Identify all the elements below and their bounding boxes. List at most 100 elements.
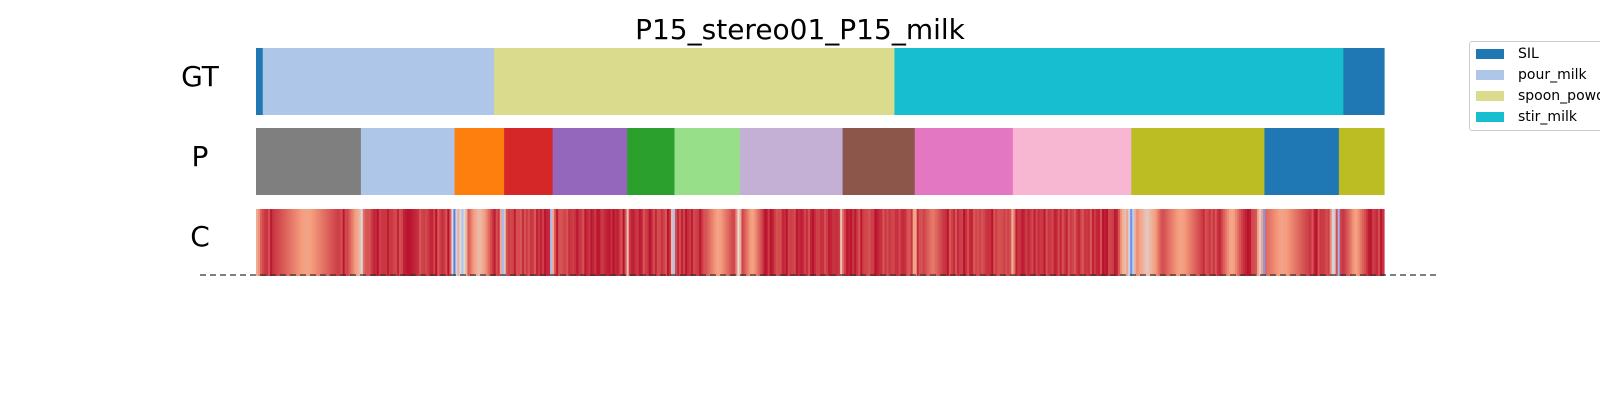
confidence-cell	[374, 209, 378, 276]
confidence-cell	[407, 209, 410, 276]
confidence-cell	[1200, 209, 1204, 276]
confidence-cell	[648, 209, 652, 276]
confidence-cell	[767, 209, 771, 276]
confidence-cell	[1083, 209, 1087, 276]
confidence-cell	[650, 209, 654, 276]
pred-segment-9	[914, 128, 1014, 195]
confidence-cell	[443, 209, 446, 276]
confidence-cell	[878, 209, 882, 276]
confidence-cell	[961, 209, 964, 276]
confidence-cell	[765, 209, 769, 276]
confidence-cell	[332, 209, 336, 276]
confidence-cell	[948, 209, 952, 276]
confidence-cell	[574, 209, 577, 276]
confidence-cell	[1178, 209, 1182, 276]
confidence-cell	[719, 209, 722, 276]
confidence-cell	[330, 209, 334, 276]
confidence-cell	[1102, 209, 1105, 276]
confidence-cell	[930, 209, 934, 276]
confidence-cell	[278, 209, 281, 276]
confidence-cell	[840, 209, 843, 276]
confidence-cell	[896, 209, 900, 276]
confidence-cell	[260, 209, 263, 276]
confidence-cell	[1077, 209, 1081, 276]
confidence-cell	[463, 209, 467, 276]
confidence-cell	[705, 209, 708, 276]
confidence-cell	[1158, 209, 1162, 276]
confidence-cell	[807, 209, 811, 276]
confidence-cell	[1148, 209, 1151, 276]
confidence-cell	[685, 209, 688, 276]
confidence-cell	[554, 209, 557, 276]
confidence-cell	[654, 209, 658, 276]
confidence-cell	[662, 209, 666, 276]
confidence-cell	[320, 209, 324, 276]
confidence-cell	[1194, 209, 1198, 276]
confidence-cell	[280, 209, 283, 276]
confidence-cell	[848, 209, 851, 276]
confidence-cell	[521, 209, 525, 276]
confidence-cell	[1287, 209, 1290, 276]
confidence-cell	[1041, 209, 1045, 276]
confidence-cell	[1249, 209, 1252, 276]
confidence-cell	[761, 209, 765, 276]
confidence-cell	[378, 209, 382, 276]
confidence-cell	[852, 209, 855, 276]
confidence-cell	[1079, 209, 1083, 276]
confidence-cell	[431, 209, 434, 276]
confidence-cell	[453, 209, 457, 276]
confidence-cell	[1116, 209, 1119, 276]
confidence-cell	[997, 209, 1000, 276]
confidence-cell	[546, 209, 549, 276]
confidence-cell	[660, 209, 664, 276]
confidence-cell	[717, 209, 720, 276]
confidence-cell	[403, 209, 406, 276]
confidence-cell	[542, 209, 545, 276]
confidence-cell	[870, 209, 873, 276]
confidence-cell	[477, 209, 481, 276]
confidence-cell	[298, 209, 301, 276]
confidence-cell	[427, 209, 430, 276]
confidence-cell	[511, 209, 515, 276]
confidence-cell	[747, 209, 751, 276]
confidence-cell	[568, 209, 571, 276]
confidence-cell	[791, 209, 795, 276]
confidence-cell	[703, 209, 706, 276]
confidence-cell	[733, 209, 736, 276]
confidence-cell	[1009, 209, 1012, 276]
confidence-cell	[636, 209, 640, 276]
confidence-cell	[1110, 209, 1113, 276]
confidence-cell	[348, 209, 352, 276]
confidence-cell	[1198, 209, 1202, 276]
confidence-cell	[1232, 209, 1236, 276]
confidence-cell	[908, 209, 912, 276]
confidence-cell	[1067, 209, 1071, 276]
confidence-cell	[417, 209, 420, 276]
confidence-cell	[906, 209, 910, 276]
pred-segment-2	[454, 128, 505, 195]
confidence-cell	[884, 209, 888, 276]
confidence-cell	[1357, 209, 1361, 276]
confidence-cell	[1128, 209, 1131, 276]
confidence-cell	[1017, 209, 1021, 276]
confidence-cell	[451, 209, 454, 276]
confidence-cell	[971, 209, 974, 276]
confidence-cell	[1136, 209, 1139, 276]
confidence-cell	[566, 209, 569, 276]
confidence-cell	[1114, 209, 1117, 276]
confidence-cell	[999, 209, 1002, 276]
confidence-cell	[916, 209, 920, 276]
confidence-cell	[783, 209, 787, 276]
confidence-cell	[1007, 209, 1010, 276]
confidence-cell	[1369, 209, 1373, 276]
gt-segment-sil	[256, 48, 264, 115]
confidence-cell	[1196, 209, 1200, 276]
confidence-cell	[1027, 209, 1031, 276]
confidence-cell	[465, 209, 469, 276]
confidence-cell	[513, 209, 517, 276]
confidence-cell	[658, 209, 662, 276]
confidence-cell	[1347, 209, 1351, 276]
confidence-cell	[419, 209, 422, 276]
confidence-cell	[1379, 209, 1383, 276]
